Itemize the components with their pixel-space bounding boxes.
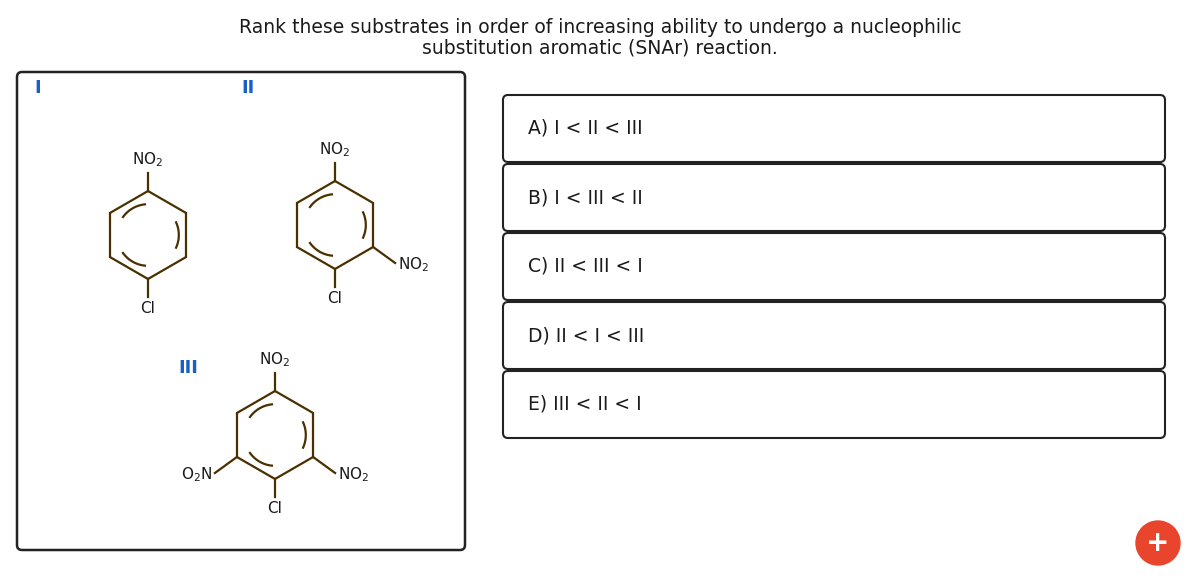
Text: +: + [1146, 529, 1170, 557]
FancyBboxPatch shape [503, 233, 1165, 300]
Text: Cl: Cl [328, 291, 342, 306]
Text: I: I [35, 79, 41, 97]
Text: II: II [241, 79, 254, 97]
Text: NO$_2$: NO$_2$ [398, 256, 430, 274]
Text: Cl: Cl [140, 301, 156, 316]
Text: D) II < I < III: D) II < I < III [528, 326, 644, 345]
FancyBboxPatch shape [503, 95, 1165, 162]
Text: Cl: Cl [268, 501, 282, 516]
Text: substitution aromatic (SNAr) reaction.: substitution aromatic (SNAr) reaction. [422, 38, 778, 57]
FancyBboxPatch shape [17, 72, 466, 550]
Text: NO$_2$: NO$_2$ [259, 350, 290, 369]
FancyBboxPatch shape [503, 164, 1165, 231]
Text: NO$_2$: NO$_2$ [338, 465, 370, 485]
Text: NO$_2$: NO$_2$ [319, 140, 350, 159]
Circle shape [1136, 521, 1180, 565]
FancyBboxPatch shape [503, 371, 1165, 438]
Text: Rank these substrates in order of increasing ability to undergo a nucleophilic: Rank these substrates in order of increa… [239, 18, 961, 37]
Text: III: III [178, 359, 198, 377]
Text: B) I < III < II: B) I < III < II [528, 188, 643, 207]
Text: E) III < II < I: E) III < II < I [528, 395, 642, 414]
Text: NO$_2$: NO$_2$ [132, 150, 163, 169]
Text: A) I < II < III: A) I < II < III [528, 119, 643, 138]
Text: O$_2$N: O$_2$N [181, 465, 212, 485]
FancyBboxPatch shape [503, 302, 1165, 369]
Text: C) II < III < I: C) II < III < I [528, 257, 643, 276]
